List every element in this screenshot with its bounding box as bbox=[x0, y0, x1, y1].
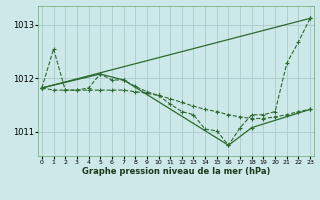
X-axis label: Graphe pression niveau de la mer (hPa): Graphe pression niveau de la mer (hPa) bbox=[82, 167, 270, 176]
